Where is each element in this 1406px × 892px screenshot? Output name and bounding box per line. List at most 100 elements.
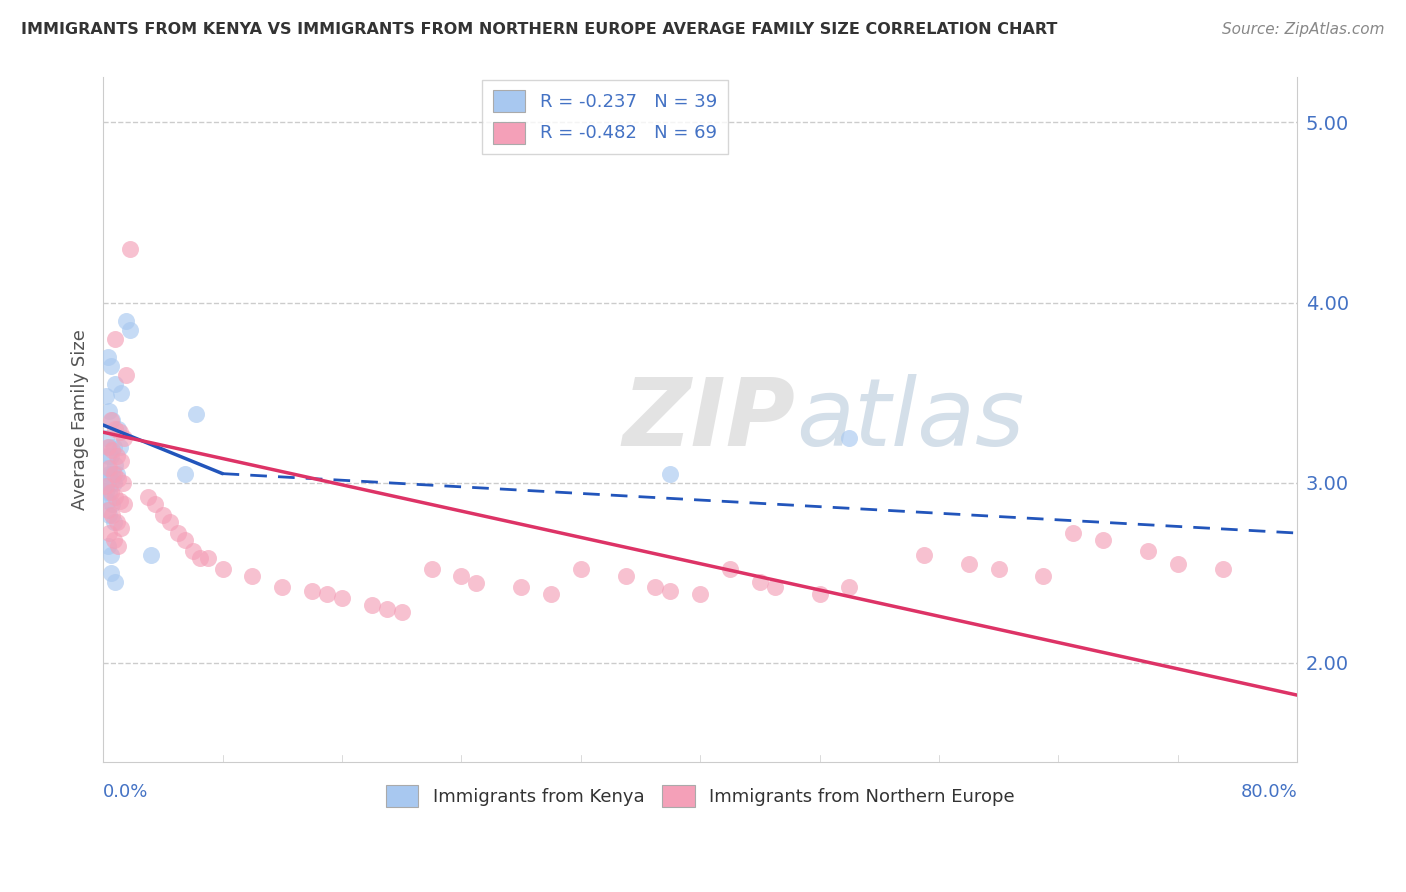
Point	[242, 569, 264, 583]
Text: 80.0%: 80.0%	[1240, 783, 1298, 801]
Point	[94, 479, 117, 493]
Point	[100, 548, 122, 562]
Point	[569, 562, 592, 576]
Point	[110, 454, 132, 468]
Point	[112, 497, 135, 511]
Point	[111, 475, 134, 490]
Point	[659, 583, 682, 598]
Point	[100, 484, 122, 499]
Point	[101, 412, 124, 426]
Point	[211, 562, 233, 576]
Point	[197, 551, 219, 566]
Point	[107, 422, 129, 436]
Point	[114, 313, 136, 327]
Point	[105, 467, 128, 481]
Point	[360, 598, 382, 612]
Point	[98, 508, 121, 522]
Point	[1062, 526, 1084, 541]
Point	[104, 458, 127, 472]
Point	[101, 467, 124, 481]
Point	[100, 359, 122, 373]
Point	[1032, 569, 1054, 583]
Point	[540, 587, 562, 601]
Point	[748, 574, 770, 589]
Point	[94, 461, 117, 475]
Point	[104, 574, 127, 589]
Point	[94, 431, 117, 445]
Point	[108, 440, 131, 454]
Point	[987, 562, 1010, 576]
Point	[1212, 562, 1234, 576]
Point	[101, 497, 124, 511]
Text: 0.0%: 0.0%	[103, 783, 149, 801]
Point	[104, 422, 127, 436]
Point	[301, 583, 323, 598]
Point	[181, 544, 204, 558]
Point	[118, 322, 141, 336]
Point	[100, 412, 122, 426]
Point	[644, 580, 666, 594]
Text: ZIP: ZIP	[623, 374, 796, 466]
Point	[108, 493, 131, 508]
Point	[103, 467, 125, 481]
Point	[105, 449, 128, 463]
Point	[101, 443, 124, 458]
Point	[98, 461, 121, 475]
Point	[103, 440, 125, 454]
Point	[97, 449, 120, 463]
Point	[957, 557, 980, 571]
Point	[112, 431, 135, 445]
Point	[103, 533, 125, 548]
Point	[98, 467, 121, 481]
Point	[97, 493, 120, 508]
Point	[1092, 533, 1115, 548]
Point	[110, 385, 132, 400]
Point	[166, 526, 188, 541]
Y-axis label: Average Family Size: Average Family Size	[72, 329, 89, 510]
Point	[105, 515, 128, 529]
Text: Source: ZipAtlas.com: Source: ZipAtlas.com	[1222, 22, 1385, 37]
Point	[107, 472, 129, 486]
Text: atlas: atlas	[796, 374, 1024, 465]
Point	[110, 521, 132, 535]
Point	[104, 376, 127, 391]
Point	[98, 526, 121, 541]
Point	[271, 580, 294, 594]
Point	[510, 580, 533, 594]
Point	[145, 497, 167, 511]
Point	[375, 601, 398, 615]
Legend: Immigrants from Kenya, Immigrants from Northern Europe: Immigrants from Kenya, Immigrants from N…	[378, 778, 1022, 814]
Point	[1167, 557, 1189, 571]
Point	[98, 440, 121, 454]
Point	[97, 502, 120, 516]
Point	[159, 515, 181, 529]
Point	[103, 515, 125, 529]
Point	[97, 440, 120, 454]
Point	[94, 484, 117, 499]
Point	[104, 332, 127, 346]
Point	[118, 242, 141, 256]
Point	[188, 551, 211, 566]
Point	[100, 475, 122, 490]
Point	[114, 368, 136, 382]
Point	[450, 569, 472, 583]
Point	[718, 562, 741, 576]
Point	[763, 580, 786, 594]
Point	[838, 431, 860, 445]
Point	[808, 587, 831, 601]
Point	[98, 403, 121, 417]
Point	[420, 562, 443, 576]
Point	[659, 467, 682, 481]
Point	[97, 350, 120, 364]
Point	[316, 587, 339, 601]
Point	[104, 490, 127, 504]
Point	[614, 569, 637, 583]
Point	[108, 425, 131, 440]
Point	[94, 389, 117, 403]
Point	[100, 449, 122, 463]
Point	[136, 490, 159, 504]
Text: IMMIGRANTS FROM KENYA VS IMMIGRANTS FROM NORTHERN EUROPE AVERAGE FAMILY SIZE COR: IMMIGRANTS FROM KENYA VS IMMIGRANTS FROM…	[21, 22, 1057, 37]
Point	[174, 467, 197, 481]
Point	[98, 484, 121, 499]
Point	[912, 548, 935, 562]
